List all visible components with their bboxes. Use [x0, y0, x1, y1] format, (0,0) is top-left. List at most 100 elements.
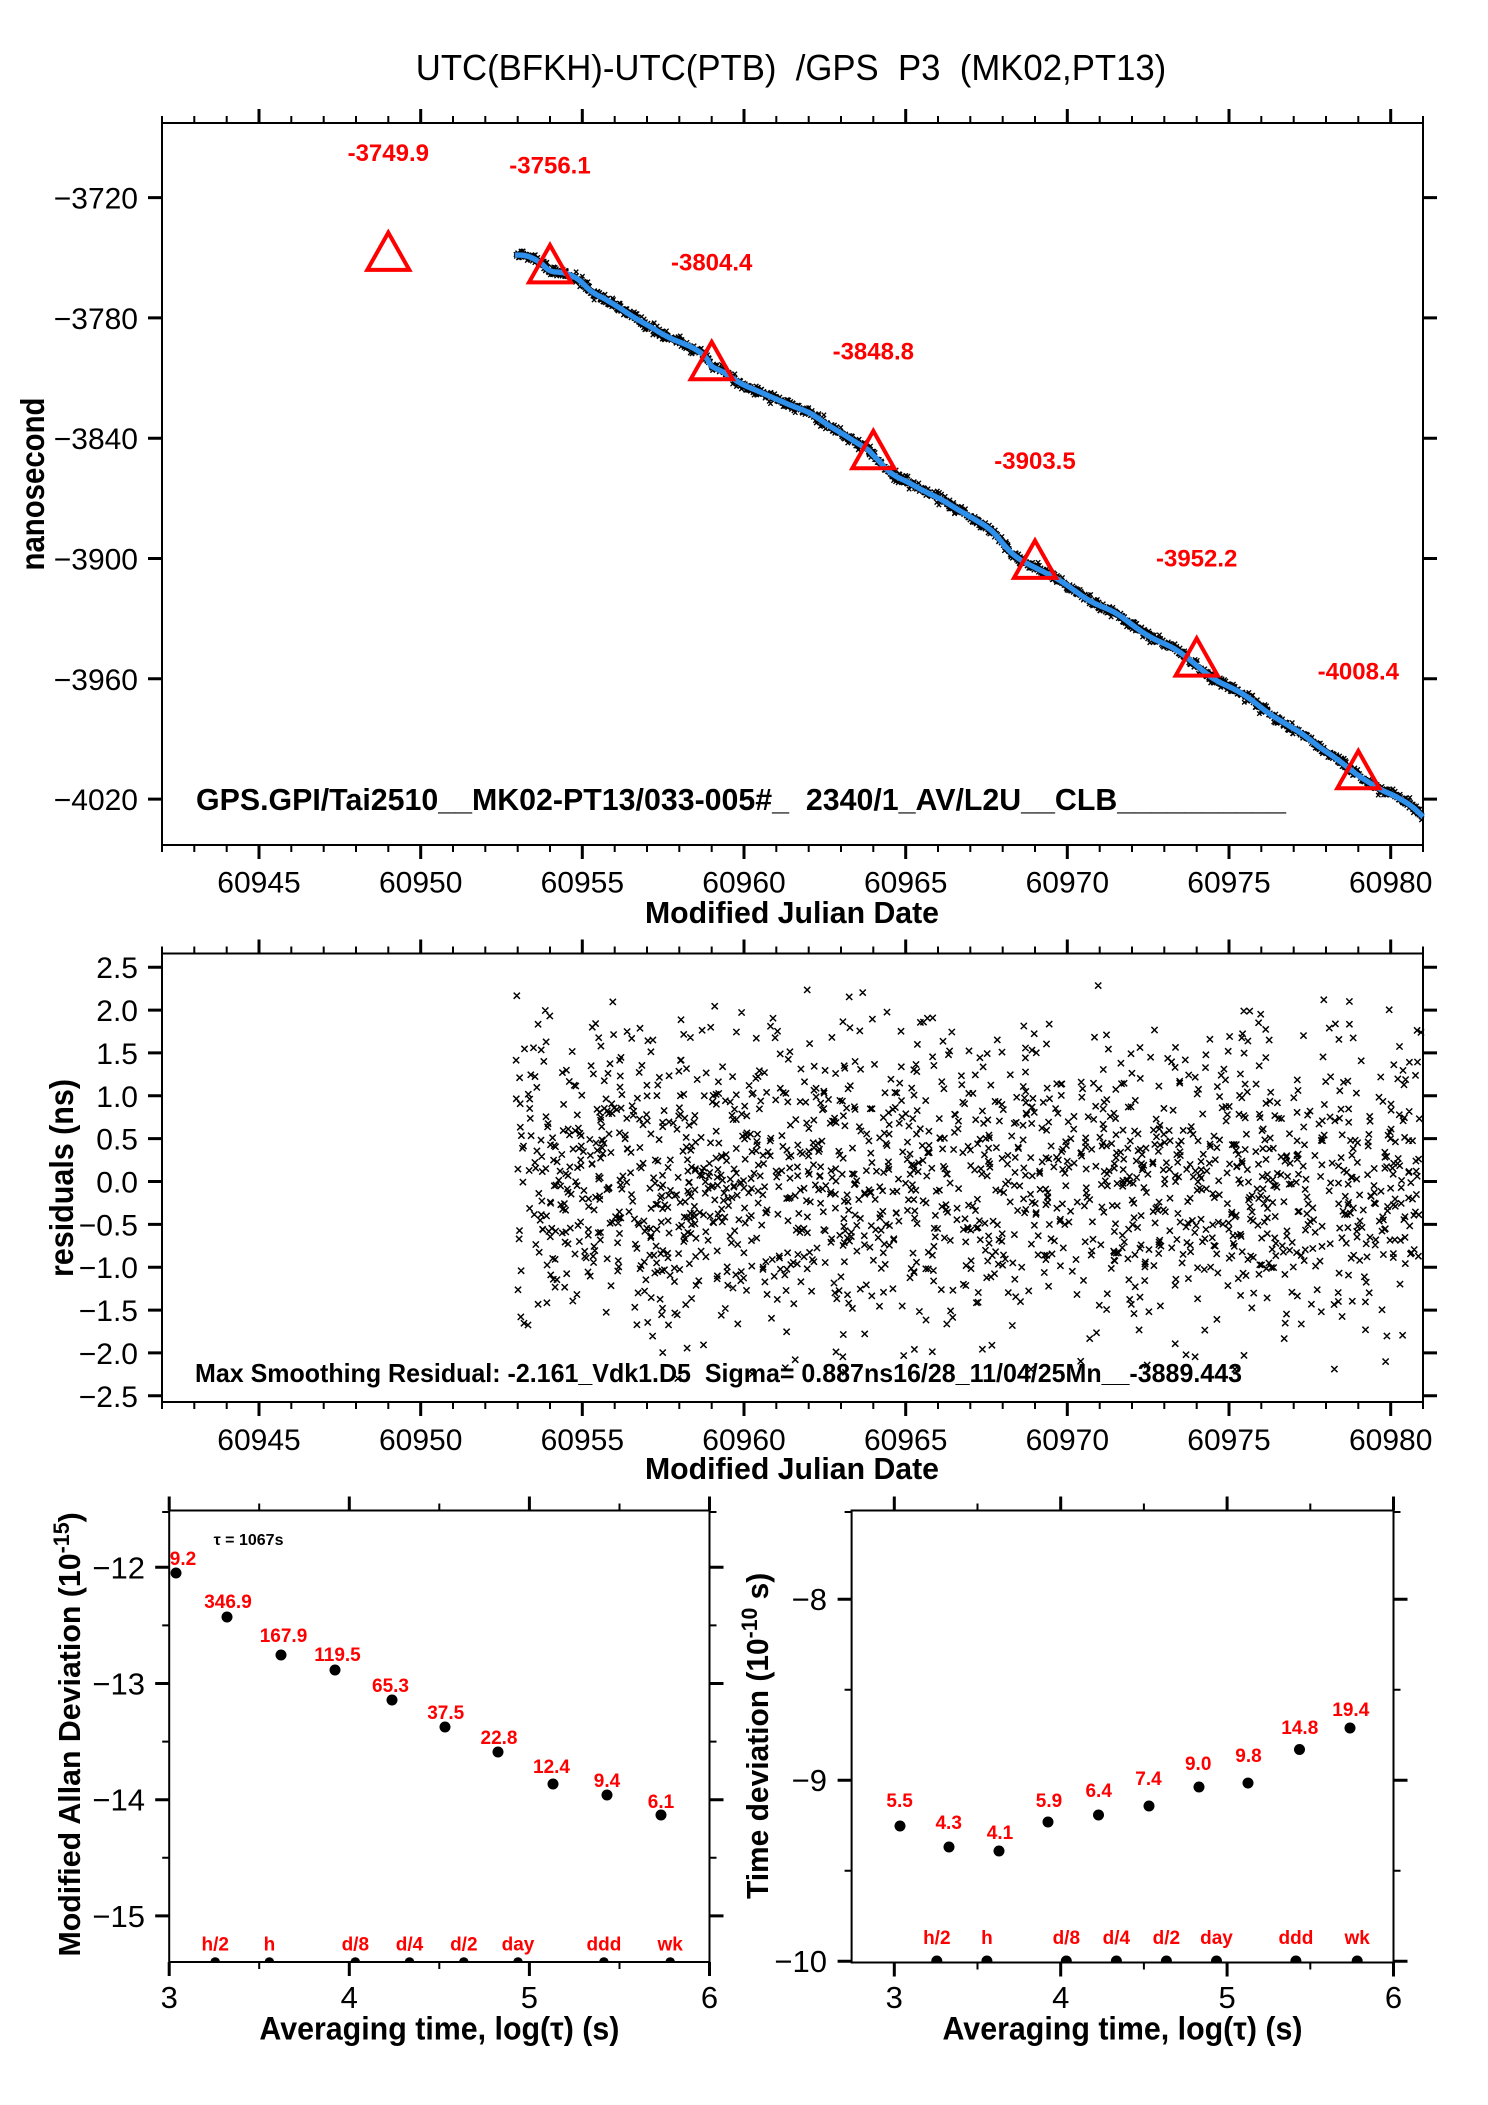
svg-text:-3952.2: -3952.2 — [1156, 546, 1237, 573]
svg-text:9.8: 9.8 — [1235, 1746, 1261, 1767]
svg-text:d/2: d/2 — [450, 1935, 477, 1956]
svg-text:4: 4 — [341, 1980, 358, 2015]
svg-text:6.1: 6.1 — [648, 1792, 675, 1813]
svg-text:9.0: 9.0 — [1185, 1754, 1211, 1775]
svg-text:5.9: 5.9 — [1036, 1791, 1062, 1812]
svg-text:6.4: 6.4 — [1085, 1781, 1112, 1802]
svg-text:ddd: ddd — [586, 1935, 621, 1956]
svg-text:-3756.1: -3756.1 — [509, 153, 590, 180]
svg-text:1.5: 1.5 — [96, 1038, 138, 1071]
svg-text:60980: 60980 — [1349, 866, 1432, 899]
svg-text:day: day — [1200, 1928, 1233, 1949]
svg-text:Averaging time, log(τ) (s): Averaging time, log(τ) (s) — [943, 2011, 1303, 2047]
svg-text:nanosecond: nanosecond — [14, 398, 51, 571]
svg-text:d/2: d/2 — [1153, 1928, 1180, 1949]
svg-text:9.4: 9.4 — [594, 1771, 621, 1792]
svg-text:60950: 60950 — [379, 866, 462, 899]
svg-text:GPS.GPI/Tai2510__MK02-PT13/033: GPS.GPI/Tai2510__MK02-PT13/033-005#_ 234… — [196, 782, 1287, 817]
svg-text:−3780: −3780 — [54, 303, 138, 336]
svg-text:60970: 60970 — [1026, 1424, 1109, 1457]
svg-text:60945: 60945 — [217, 866, 300, 899]
svg-text:−3720: −3720 — [54, 183, 138, 216]
svg-text:day: day — [502, 1935, 535, 1956]
svg-text:60945: 60945 — [217, 1424, 300, 1457]
svg-text:3: 3 — [886, 1980, 903, 2015]
svg-text:19.4: 19.4 — [1332, 1700, 1369, 1721]
svg-text:4.1: 4.1 — [987, 1823, 1014, 1844]
svg-text:Averaging time, log(τ) (s): Averaging time, log(τ) (s) — [259, 2011, 619, 2047]
svg-text:9.2: 9.2 — [170, 1549, 196, 1570]
svg-text:14.8: 14.8 — [1281, 1718, 1318, 1739]
svg-text:5: 5 — [1218, 1980, 1235, 2015]
svg-text:2.0: 2.0 — [96, 995, 138, 1028]
svg-text:4.3: 4.3 — [935, 1813, 961, 1834]
svg-text:−3900: −3900 — [54, 544, 138, 577]
svg-text:−3960: −3960 — [54, 664, 138, 697]
svg-text:22.8: 22.8 — [481, 1728, 518, 1749]
svg-text:−8: −8 — [792, 1582, 827, 1617]
svg-text:65.3: 65.3 — [372, 1676, 409, 1697]
svg-text:−9: −9 — [792, 1763, 827, 1798]
svg-text:wk: wk — [1344, 1928, 1371, 1949]
svg-text:37.5: 37.5 — [427, 1703, 464, 1724]
svg-text:0.0: 0.0 — [96, 1167, 138, 1200]
svg-text:d/8: d/8 — [342, 1935, 369, 1956]
svg-text:60975: 60975 — [1187, 1424, 1270, 1457]
svg-text:-3749.9: -3749.9 — [348, 140, 429, 167]
svg-text:60970: 60970 — [1026, 866, 1109, 899]
svg-text:60955: 60955 — [541, 1424, 624, 1457]
svg-text:UTC(BFKH)-UTC(PTB) /GPS P3: UTC(BFKH)-UTC(PTB) /GPS P3 (MK02,PT13) — [416, 47, 1167, 88]
svg-text:2.5: 2.5 — [96, 952, 138, 985]
svg-text:d/8: d/8 — [1053, 1928, 1080, 1949]
svg-text:60965: 60965 — [864, 866, 947, 899]
svg-text:−2.0: −2.0 — [79, 1338, 138, 1371]
svg-text:-3804.4: -3804.4 — [671, 249, 753, 276]
svg-text:−15: −15 — [92, 1899, 145, 1934]
svg-text:Modified Julian Date: Modified Julian Date — [645, 1451, 939, 1486]
svg-text:−4020: −4020 — [54, 784, 138, 817]
svg-text:−13: −13 — [92, 1667, 145, 1702]
svg-text:0.5: 0.5 — [96, 1124, 138, 1157]
svg-text:60960: 60960 — [702, 1424, 785, 1457]
svg-text:60965: 60965 — [864, 1424, 947, 1457]
svg-text:-4008.4: -4008.4 — [1318, 658, 1400, 685]
svg-text:6: 6 — [701, 1980, 718, 2015]
svg-text:60980: 60980 — [1349, 1424, 1432, 1457]
svg-text:Max Smoothing Residual: -2.161: Max Smoothing Residual: -2.161_Vdk1.D5 S… — [195, 1358, 1242, 1388]
svg-text:−1.5: −1.5 — [79, 1295, 138, 1328]
svg-text:-3903.5: -3903.5 — [994, 448, 1075, 475]
svg-text:1.0: 1.0 — [96, 1081, 138, 1114]
svg-text:5.5: 5.5 — [886, 1791, 913, 1812]
svg-text:−2.5: −2.5 — [79, 1381, 138, 1414]
svg-text:119.5: 119.5 — [314, 1645, 361, 1666]
svg-text:−1.0: −1.0 — [79, 1252, 138, 1285]
svg-text:4: 4 — [1052, 1980, 1069, 2015]
svg-text:h: h — [264, 1935, 276, 1956]
svg-text:3: 3 — [161, 1980, 178, 2015]
svg-text:Modified Allan Deviation (10-1: Modified Allan Deviation (10-15) — [49, 1512, 87, 1956]
svg-text:60975: 60975 — [1187, 866, 1270, 899]
svg-text:60955: 60955 — [541, 866, 624, 899]
svg-text:5: 5 — [521, 1980, 538, 2015]
svg-text:7.4: 7.4 — [1135, 1769, 1162, 1790]
svg-text:Modified Julian Date: Modified Julian Date — [645, 895, 939, 930]
svg-text:h/2: h/2 — [201, 1935, 228, 1956]
svg-text:60950: 60950 — [379, 1424, 462, 1457]
svg-text:τ = 1067s: τ = 1067s — [214, 1532, 284, 1549]
svg-text:residuals (ns): residuals (ns) — [43, 1079, 80, 1277]
svg-text:−0.5: −0.5 — [79, 1209, 138, 1242]
svg-text:346.9: 346.9 — [204, 1592, 252, 1613]
svg-text:60960: 60960 — [702, 866, 785, 899]
svg-text:12.4: 12.4 — [533, 1757, 570, 1778]
svg-text:h/2: h/2 — [923, 1928, 950, 1949]
svg-text:wk: wk — [657, 1935, 684, 1956]
svg-text:167.9: 167.9 — [260, 1626, 308, 1647]
svg-text:6: 6 — [1385, 1980, 1402, 2015]
svg-text:−10: −10 — [774, 1944, 827, 1979]
svg-text:Time deviation (10-10 s): Time deviation (10-10 s) — [737, 1573, 775, 1899]
svg-text:−14: −14 — [92, 1783, 145, 1818]
svg-text:d/4: d/4 — [396, 1935, 424, 1956]
svg-text:ddd: ddd — [1278, 1928, 1313, 1949]
svg-text:−12: −12 — [92, 1550, 145, 1585]
svg-text:h: h — [981, 1928, 993, 1949]
